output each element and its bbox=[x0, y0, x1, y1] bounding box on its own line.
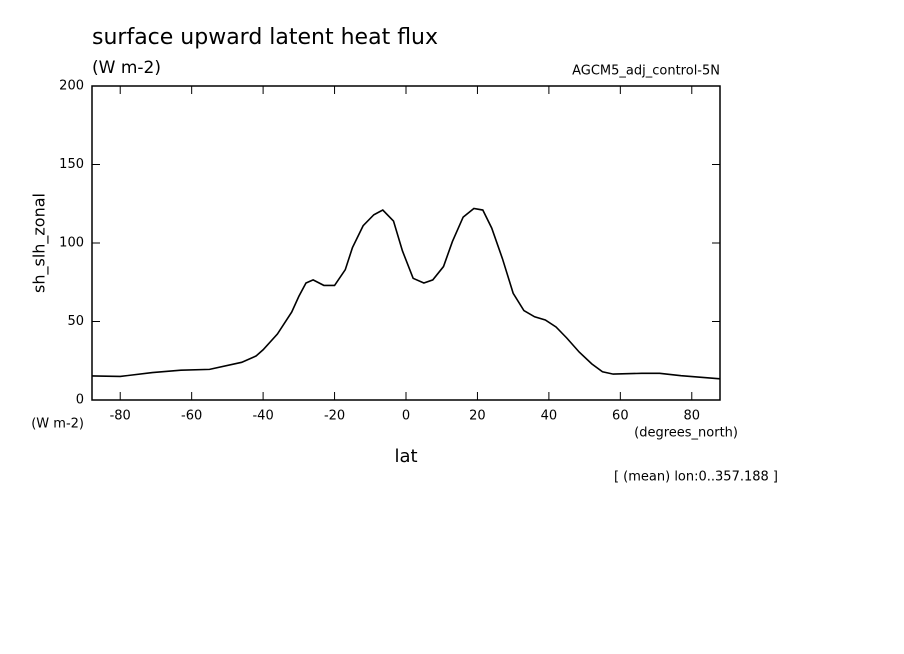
x-tick-label: -60 bbox=[181, 409, 202, 424]
data-line bbox=[91, 207, 721, 380]
y-tick-label: 200 bbox=[59, 79, 84, 94]
y-tick-label: 150 bbox=[59, 157, 84, 172]
note: [ (mean) lon:0..357.188 ] bbox=[614, 470, 778, 485]
chart-title: surface upward latent heat flux bbox=[92, 25, 438, 50]
y-tick-label: 50 bbox=[67, 314, 84, 329]
dataset-label: AGCM5_adj_control-5N bbox=[572, 64, 720, 79]
x-axis-unit: (degrees_north) bbox=[634, 426, 738, 441]
x-tick-label: 80 bbox=[684, 409, 701, 424]
x-tick-label: 40 bbox=[541, 409, 558, 424]
y-axis-label: sh_slh_zonal bbox=[30, 193, 50, 293]
x-axis-label: lat bbox=[394, 446, 417, 467]
y-tick-label: 100 bbox=[59, 236, 84, 251]
plot-frame bbox=[91, 85, 721, 401]
x-tick-label: 60 bbox=[612, 409, 629, 424]
x-tick-label: 0 bbox=[402, 409, 410, 424]
x-tick-label: -20 bbox=[324, 409, 345, 424]
x-tick-label: -80 bbox=[110, 409, 131, 424]
x-tick-label: 20 bbox=[469, 409, 486, 424]
x-tick-label: -40 bbox=[252, 409, 273, 424]
y-axis-unit: (W m-2) bbox=[31, 417, 84, 432]
chart-subtitle: (W m-2) bbox=[92, 58, 161, 78]
y-tick-label: 0 bbox=[76, 393, 84, 408]
